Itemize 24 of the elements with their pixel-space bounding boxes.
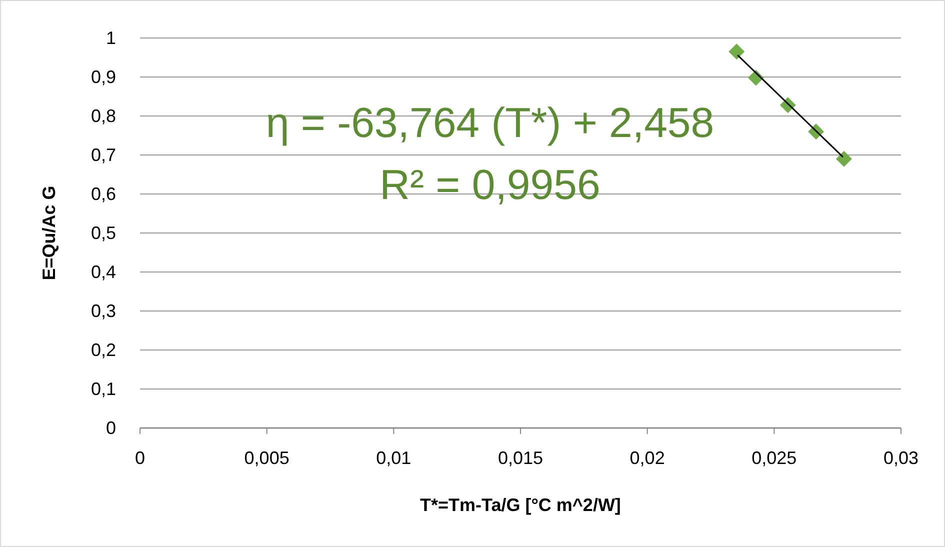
y-axis-title: E=Qu/Ac G	[39, 186, 59, 280]
point	[728, 44, 745, 60]
x-tick-label: 0,005	[244, 448, 290, 468]
x-axis-title: T*=Tm-Ta/G [°C m^2/W]	[420, 495, 621, 515]
y-tick-label: 0,4	[90, 262, 116, 282]
x-tick-label: 0,025	[752, 448, 797, 468]
y-tick-label: 0,6	[90, 184, 116, 204]
annotation: η = -63,764 (T*) + 2,458	[266, 99, 714, 146]
y-tick-label: 0,9	[90, 67, 116, 87]
y-tick-label: 0,3	[90, 301, 116, 321]
x-tick-label: 0,02	[630, 448, 665, 468]
y-tick-label: 0,7	[90, 145, 116, 165]
x-tick-label: 0,015	[498, 448, 544, 468]
y-tick-label: 0,8	[90, 106, 116, 126]
x-tick-label: 0,03	[883, 448, 919, 468]
annotation: R² = 0,9956	[380, 161, 600, 208]
y-tick-label: 0,5	[90, 223, 116, 243]
x-tick-label: 0	[134, 448, 146, 468]
x-tick-label: 0,01	[376, 448, 412, 468]
y-tick-label: 0	[106, 418, 116, 438]
y-tick-label: 0,1	[90, 379, 116, 399]
y-tick-label: 1	[106, 28, 116, 48]
point	[836, 150, 852, 167]
y-tick-label: 0,2	[90, 340, 116, 360]
